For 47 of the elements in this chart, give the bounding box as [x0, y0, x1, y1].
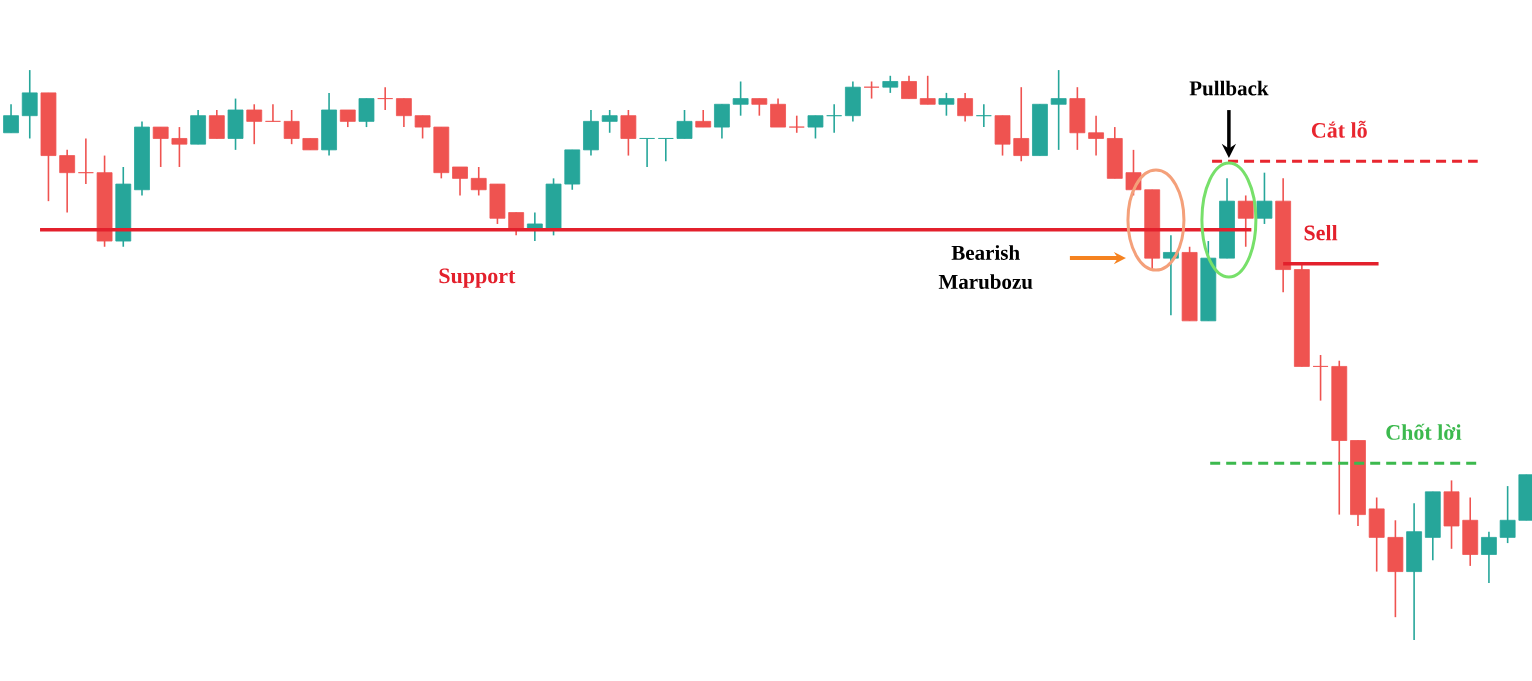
- candlestick: [639, 137, 655, 168]
- candlestick: [620, 109, 637, 157]
- candlestick: [957, 92, 974, 123]
- candlestick: [714, 103, 730, 140]
- ref-line-label: Cắt lỗ: [1311, 120, 1367, 138]
- annotation: Pullback: [1189, 80, 1269, 96]
- ref-line-label: Sell: [1304, 224, 1338, 241]
- candlestick: [975, 103, 992, 128]
- ref-line-label: Support: [439, 268, 516, 288]
- candlestick: [208, 109, 225, 140]
- candlestick: [414, 114, 431, 140]
- candlestick: [657, 137, 674, 163]
- candlestick: [1237, 194, 1254, 248]
- candlestick: [826, 103, 843, 134]
- candlestick: [1499, 485, 1516, 544]
- candlestick: [1088, 114, 1104, 157]
- candlestick: [3, 103, 19, 134]
- candlestick: [246, 103, 263, 145]
- candlestick: [1312, 354, 1329, 402]
- candlestick: [788, 114, 805, 134]
- candlestick: [807, 114, 824, 140]
- candlestick: [1050, 69, 1067, 151]
- candlestick: [265, 103, 281, 123]
- candlestick: [901, 74, 917, 100]
- candlestick: [919, 74, 936, 106]
- candlestick: [676, 109, 693, 140]
- candlestick: [770, 97, 786, 128]
- candlestick: [358, 97, 375, 128]
- candlestick: [508, 211, 525, 237]
- candlestick: [283, 109, 300, 145]
- ref-line-label: Chốt lời: [1386, 423, 1462, 440]
- candlestick: [1256, 171, 1273, 225]
- candlestick: [59, 149, 76, 214]
- candlestick: [377, 86, 394, 111]
- candlestick: [452, 166, 468, 197]
- candlestick: [77, 137, 94, 185]
- candlestick: [171, 126, 188, 168]
- annotation: Bearish Marubozu: [938, 245, 1033, 289]
- candlestick: [152, 126, 169, 168]
- candlestick: [1481, 530, 1497, 584]
- candlestick: [732, 80, 749, 117]
- candlestick: [1013, 86, 1030, 163]
- candlestick: [470, 166, 487, 197]
- candlestick: [601, 109, 618, 134]
- candlestick: [396, 97, 412, 128]
- candlestick: [938, 92, 955, 117]
- candlestick: [21, 69, 38, 140]
